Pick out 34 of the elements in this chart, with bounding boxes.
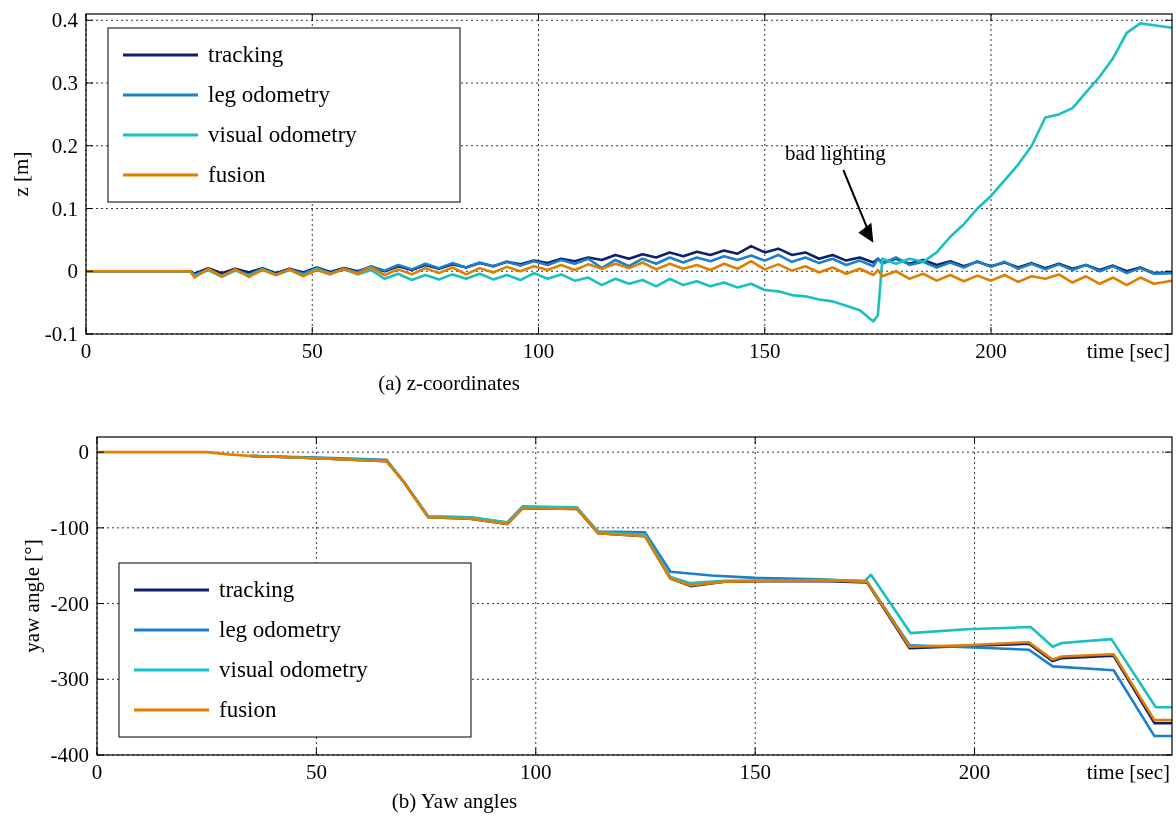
x-tick-label: 50 [305, 760, 327, 784]
x-tick-label: 100 [520, 760, 552, 784]
x-tick-label: 150 [739, 760, 771, 784]
x-tick-label: 200 [958, 760, 991, 784]
x-tick-label: 150 [749, 339, 781, 363]
legend-label: fusion [208, 162, 266, 187]
y-tick-label: -400 [50, 743, 89, 767]
x-tick-label: 50 [301, 339, 323, 363]
y-tick-label: 0.4 [51, 8, 79, 33]
legend-label: tracking [219, 577, 295, 602]
y-tick-label: 0 [67, 259, 78, 284]
x-axis-title: time [sec] [1086, 760, 1170, 784]
legend-label: tracking [208, 42, 284, 67]
text: (a) z-coordinates [378, 371, 520, 395]
y-tick-label: 0.2 [51, 133, 78, 158]
y-axis-title: z [m] [9, 151, 33, 197]
legend-label: visual odometry [219, 657, 369, 682]
x-tick-label: 100 [522, 339, 555, 363]
y-tick-label: 0.3 [51, 71, 78, 96]
x-axis-title: time [sec] [1086, 339, 1170, 363]
y-tick-label: -200 [50, 591, 89, 616]
y-tick-label: -100 [50, 515, 89, 540]
annotation: bad lighting [784, 141, 887, 165]
y-tick-label: 0.1 [51, 196, 78, 221]
legend-label: fusion [219, 697, 277, 722]
x-tick-label: 200 [975, 339, 1007, 363]
legend-label: leg odometry [208, 82, 331, 107]
y-tick-label: -0.1 [44, 322, 78, 346]
y-axis-title: yaw angle [°] [20, 539, 44, 653]
y-tick-label: 0 [78, 440, 89, 465]
legend-label: visual odometry [208, 122, 358, 147]
y-tick-label: -300 [50, 667, 89, 692]
legend-label: leg odometry [219, 617, 342, 642]
text: (b) Yaw angles [391, 789, 518, 813]
